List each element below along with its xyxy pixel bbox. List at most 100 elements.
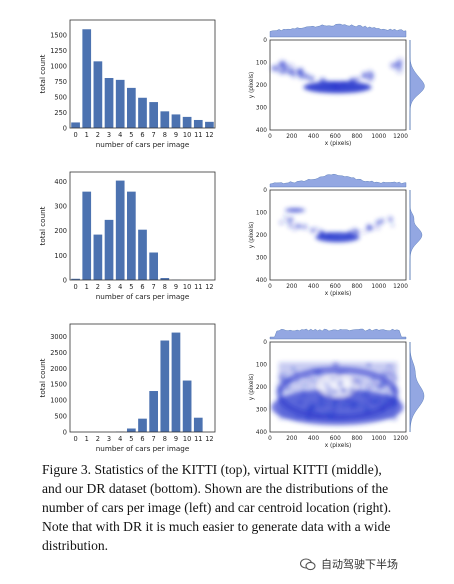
x-tick-label: 200 xyxy=(286,436,297,442)
x-axis-label: number of cars per image xyxy=(96,140,190,149)
plot-frame xyxy=(269,341,407,433)
density-blob xyxy=(357,378,362,383)
density-blob xyxy=(340,401,348,408)
density-blob xyxy=(386,389,390,393)
density-blob xyxy=(355,407,360,413)
x-tick-label: 12 xyxy=(205,283,213,291)
x-tick-label: 800 xyxy=(352,436,363,442)
x-tick-label: 0 xyxy=(268,134,272,140)
density-blob xyxy=(367,387,371,391)
x-tick-label: 7 xyxy=(152,283,156,291)
y-tick-label: 300 xyxy=(256,106,267,112)
x-tick-label: 1 xyxy=(85,435,89,443)
x-tick-label: 600 xyxy=(330,134,341,140)
x-tick-label: 12 xyxy=(205,131,213,139)
density-blob xyxy=(310,76,315,82)
y-tick-label: 500 xyxy=(54,93,67,101)
y-axis-label: total count xyxy=(38,206,47,245)
y-tick-label: 0 xyxy=(63,428,67,436)
caption-line-2: and our DR dataset (bottom). Shown are t… xyxy=(42,481,389,496)
density-blob xyxy=(293,370,299,376)
density-blob xyxy=(379,218,385,224)
marginal-density xyxy=(269,173,407,188)
bar xyxy=(160,340,170,432)
density-blob xyxy=(363,403,368,407)
density-blob xyxy=(386,369,394,377)
figure-caption: Figure 3. Statistics of the KITTI (top),… xyxy=(42,460,434,555)
x-tick-label: 2 xyxy=(96,131,100,139)
density-blob xyxy=(342,388,347,393)
density-blob xyxy=(319,231,324,236)
bar xyxy=(182,380,192,432)
heatmap-1: 0 200 400 600 800 1000 1200 0 100 200 300 400 x (pix… xyxy=(249,23,425,147)
y-axis-label: total count xyxy=(38,358,47,397)
x-tick-label: 200 xyxy=(286,284,297,290)
density-blob xyxy=(366,362,371,368)
x-tick-label: 1200 xyxy=(393,284,408,290)
density-blob xyxy=(285,208,306,213)
density-blob xyxy=(317,400,325,408)
density-blob xyxy=(287,222,293,229)
density-blob xyxy=(304,373,311,381)
density-blob xyxy=(337,377,344,385)
heatmap-2: 0 200 400 600 800 1000 1200 0 100 200 300 400 x (pix… xyxy=(249,173,423,297)
bar xyxy=(71,278,80,280)
bar xyxy=(149,252,159,280)
x-tick-label: 8 xyxy=(163,131,167,139)
bar xyxy=(126,191,136,280)
density-blob xyxy=(381,398,389,406)
x-tick-label: 5 xyxy=(129,435,133,443)
y-tick-label: 1000 xyxy=(50,397,67,405)
plot-frame xyxy=(69,19,216,129)
density-blob xyxy=(370,375,377,383)
y-tick-label: 0 xyxy=(63,276,67,284)
x-tick-label: 11 xyxy=(194,283,202,291)
marginal-density xyxy=(269,328,407,340)
y-tick-label: 250 xyxy=(54,109,67,117)
bar xyxy=(193,417,203,432)
x-tick-label: 600 xyxy=(330,436,341,442)
x-tick-label: 5 xyxy=(129,283,133,291)
y-tick-label: 400 xyxy=(256,128,267,134)
density-blob xyxy=(387,215,393,221)
y-tick-label: 2000 xyxy=(50,365,67,373)
density-blob xyxy=(292,226,298,232)
density-blob xyxy=(333,234,337,239)
bar xyxy=(149,102,159,128)
density-blob xyxy=(308,413,316,421)
bar xyxy=(138,97,147,128)
y-axis-label: y (pixels) xyxy=(249,374,255,401)
x-tick-label: 1200 xyxy=(393,436,408,442)
y-tick-label: 200 xyxy=(256,233,267,239)
density-blob xyxy=(284,384,291,391)
density-blob xyxy=(375,219,381,225)
density-blob xyxy=(391,415,397,422)
wechat-icon xyxy=(300,557,316,570)
y-tick-label: 0 xyxy=(263,340,267,346)
caption-line-5: distribution. xyxy=(42,538,109,553)
density-blob xyxy=(310,228,315,233)
y-tick-label: 100 xyxy=(54,252,67,260)
x-tick-label: 3 xyxy=(107,131,111,139)
x-tick-label: 4 xyxy=(118,131,122,139)
density-blob xyxy=(361,229,367,235)
bar xyxy=(71,122,80,128)
x-tick-label: 0 xyxy=(73,131,77,139)
right-marginal xyxy=(409,341,425,433)
x-tick-label: 11 xyxy=(194,435,202,443)
density-blob xyxy=(332,361,339,368)
x-tick-label: 0 xyxy=(73,283,77,291)
x-tick-label: 6 xyxy=(140,131,144,139)
density-blob xyxy=(300,223,307,229)
bar xyxy=(171,332,181,432)
density-blob xyxy=(348,229,355,236)
marginal-density xyxy=(409,341,425,433)
density-blob xyxy=(322,381,331,389)
density-blob xyxy=(308,408,315,415)
plot-frame xyxy=(69,323,216,433)
bar-chart-1: 0 1 2 3 4 5 6 7 8 9 10 11 120250500750100012501500nu… xyxy=(38,19,216,149)
x-tick-label: 3 xyxy=(107,435,111,443)
y-tick-label: 0 xyxy=(263,38,267,44)
